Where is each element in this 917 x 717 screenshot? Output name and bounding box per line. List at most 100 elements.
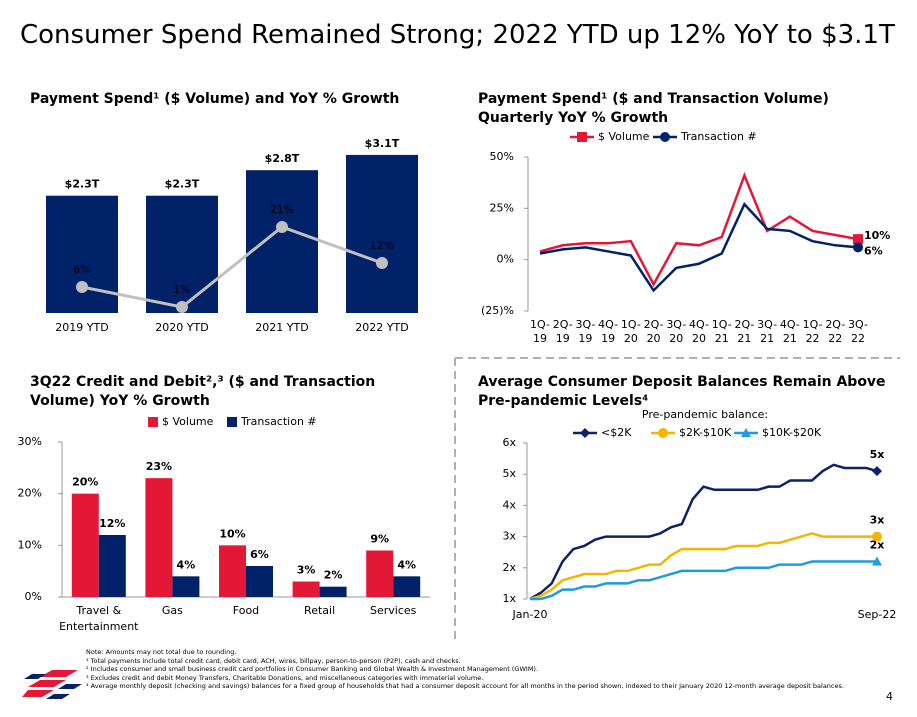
legend-label: $10K-$20K xyxy=(762,426,822,439)
bar xyxy=(292,581,320,597)
data-label: 2x xyxy=(870,539,885,552)
y-tick-label: 2x xyxy=(502,561,516,574)
y-tick-label: 4x xyxy=(502,498,516,511)
x-tick-label: 2Q-21 xyxy=(734,318,755,345)
x-tick-label: 1Q-19 xyxy=(530,318,550,345)
series-marker xyxy=(853,242,863,253)
legend-label: <$2K xyxy=(601,426,632,439)
chart-title: Average Consumer Deposit Balances Remain… xyxy=(478,374,886,409)
bar xyxy=(46,195,118,313)
y-tick-label: 1x xyxy=(502,592,516,605)
x-tick-label: 2020 YTD xyxy=(155,321,208,334)
y-tick-label: 20% xyxy=(18,487,42,500)
x-tick-label: 3Q-20 xyxy=(666,318,687,345)
y-tick-label: 0% xyxy=(25,590,42,603)
bar xyxy=(366,550,394,597)
x-tick-label: Gas xyxy=(161,604,183,617)
x-tick-label: 2Q-22 xyxy=(825,318,846,345)
logo xyxy=(22,670,82,699)
legend-label: Transaction # xyxy=(240,415,317,428)
bar-label: 20% xyxy=(72,476,98,489)
y-tick-label: 0% xyxy=(497,253,514,266)
series-marker xyxy=(872,466,882,477)
x-tick-label: Sep-22 xyxy=(858,608,897,621)
chart-title: 3Q22 Credit and Debit²,³ ($ and Transact… xyxy=(30,374,376,409)
bar-label: 6% xyxy=(250,548,269,561)
bar xyxy=(319,586,347,597)
bar xyxy=(219,545,246,597)
bar xyxy=(98,535,126,597)
series-line xyxy=(530,560,877,601)
bar-label: 9% xyxy=(370,533,389,546)
y-tick-label: 30% xyxy=(18,435,42,448)
y-tick-label: 50% xyxy=(490,150,514,163)
legend-swatch xyxy=(227,417,237,427)
footnote: ⁴ Average monthly deposit (checking and … xyxy=(86,682,844,690)
footnote: ² Includes consumer and small business c… xyxy=(86,665,539,673)
slide-title: Consumer Spend Remained Strong; 2022 YTD… xyxy=(20,20,895,50)
x-tick-label: 2Q-20 xyxy=(643,318,664,345)
growth-label: 12% xyxy=(370,239,394,252)
growth-label: 1% xyxy=(173,283,190,296)
series-line xyxy=(529,463,878,601)
legend-label: $ Volume xyxy=(598,130,650,143)
bar xyxy=(346,154,418,313)
data-label: 10% xyxy=(864,229,890,242)
x-tick-label: 3Q-22 xyxy=(848,318,868,345)
x-tick-label: Retail xyxy=(304,604,336,617)
y-tick-label: 3x xyxy=(502,530,516,543)
y-tick-label: (25)% xyxy=(481,304,514,317)
data-label: 5x xyxy=(870,448,885,461)
growth-point xyxy=(276,221,288,233)
legend-marker xyxy=(660,132,670,142)
growth-point xyxy=(176,301,188,313)
series-line xyxy=(539,172,859,287)
growth-line xyxy=(81,225,383,309)
bar xyxy=(146,195,218,313)
x-tick-label: 1Q-22 xyxy=(802,318,823,345)
y-tick-label: 5x xyxy=(502,467,516,480)
growth-label: 6% xyxy=(73,263,90,276)
bar-label: $3.1T xyxy=(365,137,400,150)
y-tick-label: 6x xyxy=(502,436,516,449)
legend-marker xyxy=(741,428,751,437)
x-tick-label: 4Q-20 xyxy=(689,318,709,345)
series-line xyxy=(539,202,859,293)
bar-label: 4% xyxy=(397,558,416,571)
bar xyxy=(172,576,200,597)
bar xyxy=(393,576,421,597)
bar xyxy=(246,566,273,597)
bar-label: 4% xyxy=(177,558,196,571)
legend-label: Transaction # xyxy=(680,130,757,143)
chart-title: Payment Spend¹ ($ and Transaction Volume… xyxy=(478,91,829,126)
series-marker xyxy=(872,556,882,566)
chart-title: Payment Spend¹ ($ Volume) and YoY % Grow… xyxy=(30,91,400,107)
footnote: Note: Amounts may not total due to round… xyxy=(86,648,237,656)
x-tick-label: Travel & Entertainment xyxy=(59,604,139,633)
bar-label: 2% xyxy=(324,569,343,582)
legend-swatch xyxy=(148,417,158,427)
x-tick-label: 2021 YTD xyxy=(255,321,308,334)
x-tick-label: 2Q-19 xyxy=(552,318,573,345)
legend-marker xyxy=(658,428,668,438)
x-tick-label: 4Q-19 xyxy=(598,318,619,345)
footnotes: Note: Amounts may not total due to round… xyxy=(86,648,876,691)
bar-label: 10% xyxy=(219,527,245,540)
bar-label: $2.8T xyxy=(265,152,300,165)
bar-label: 23% xyxy=(146,460,172,473)
legend-title: Pre-pandemic balance: xyxy=(642,408,768,421)
legend-marker xyxy=(580,428,590,438)
bar-label: 3% xyxy=(297,564,316,577)
bar xyxy=(246,170,318,313)
series-marker xyxy=(853,234,863,245)
bar-label: $2.3T xyxy=(65,178,100,191)
x-tick-label: Services xyxy=(369,604,417,617)
series-line xyxy=(529,532,877,601)
footnote: ¹ Total payments include total credit ca… xyxy=(86,656,461,665)
x-tick-label: 1Q-20 xyxy=(620,318,641,345)
growth-label: 21% xyxy=(270,203,294,216)
legend-marker xyxy=(577,132,587,142)
growth-point xyxy=(76,281,88,293)
x-tick-label: 3Q-19 xyxy=(575,318,596,345)
